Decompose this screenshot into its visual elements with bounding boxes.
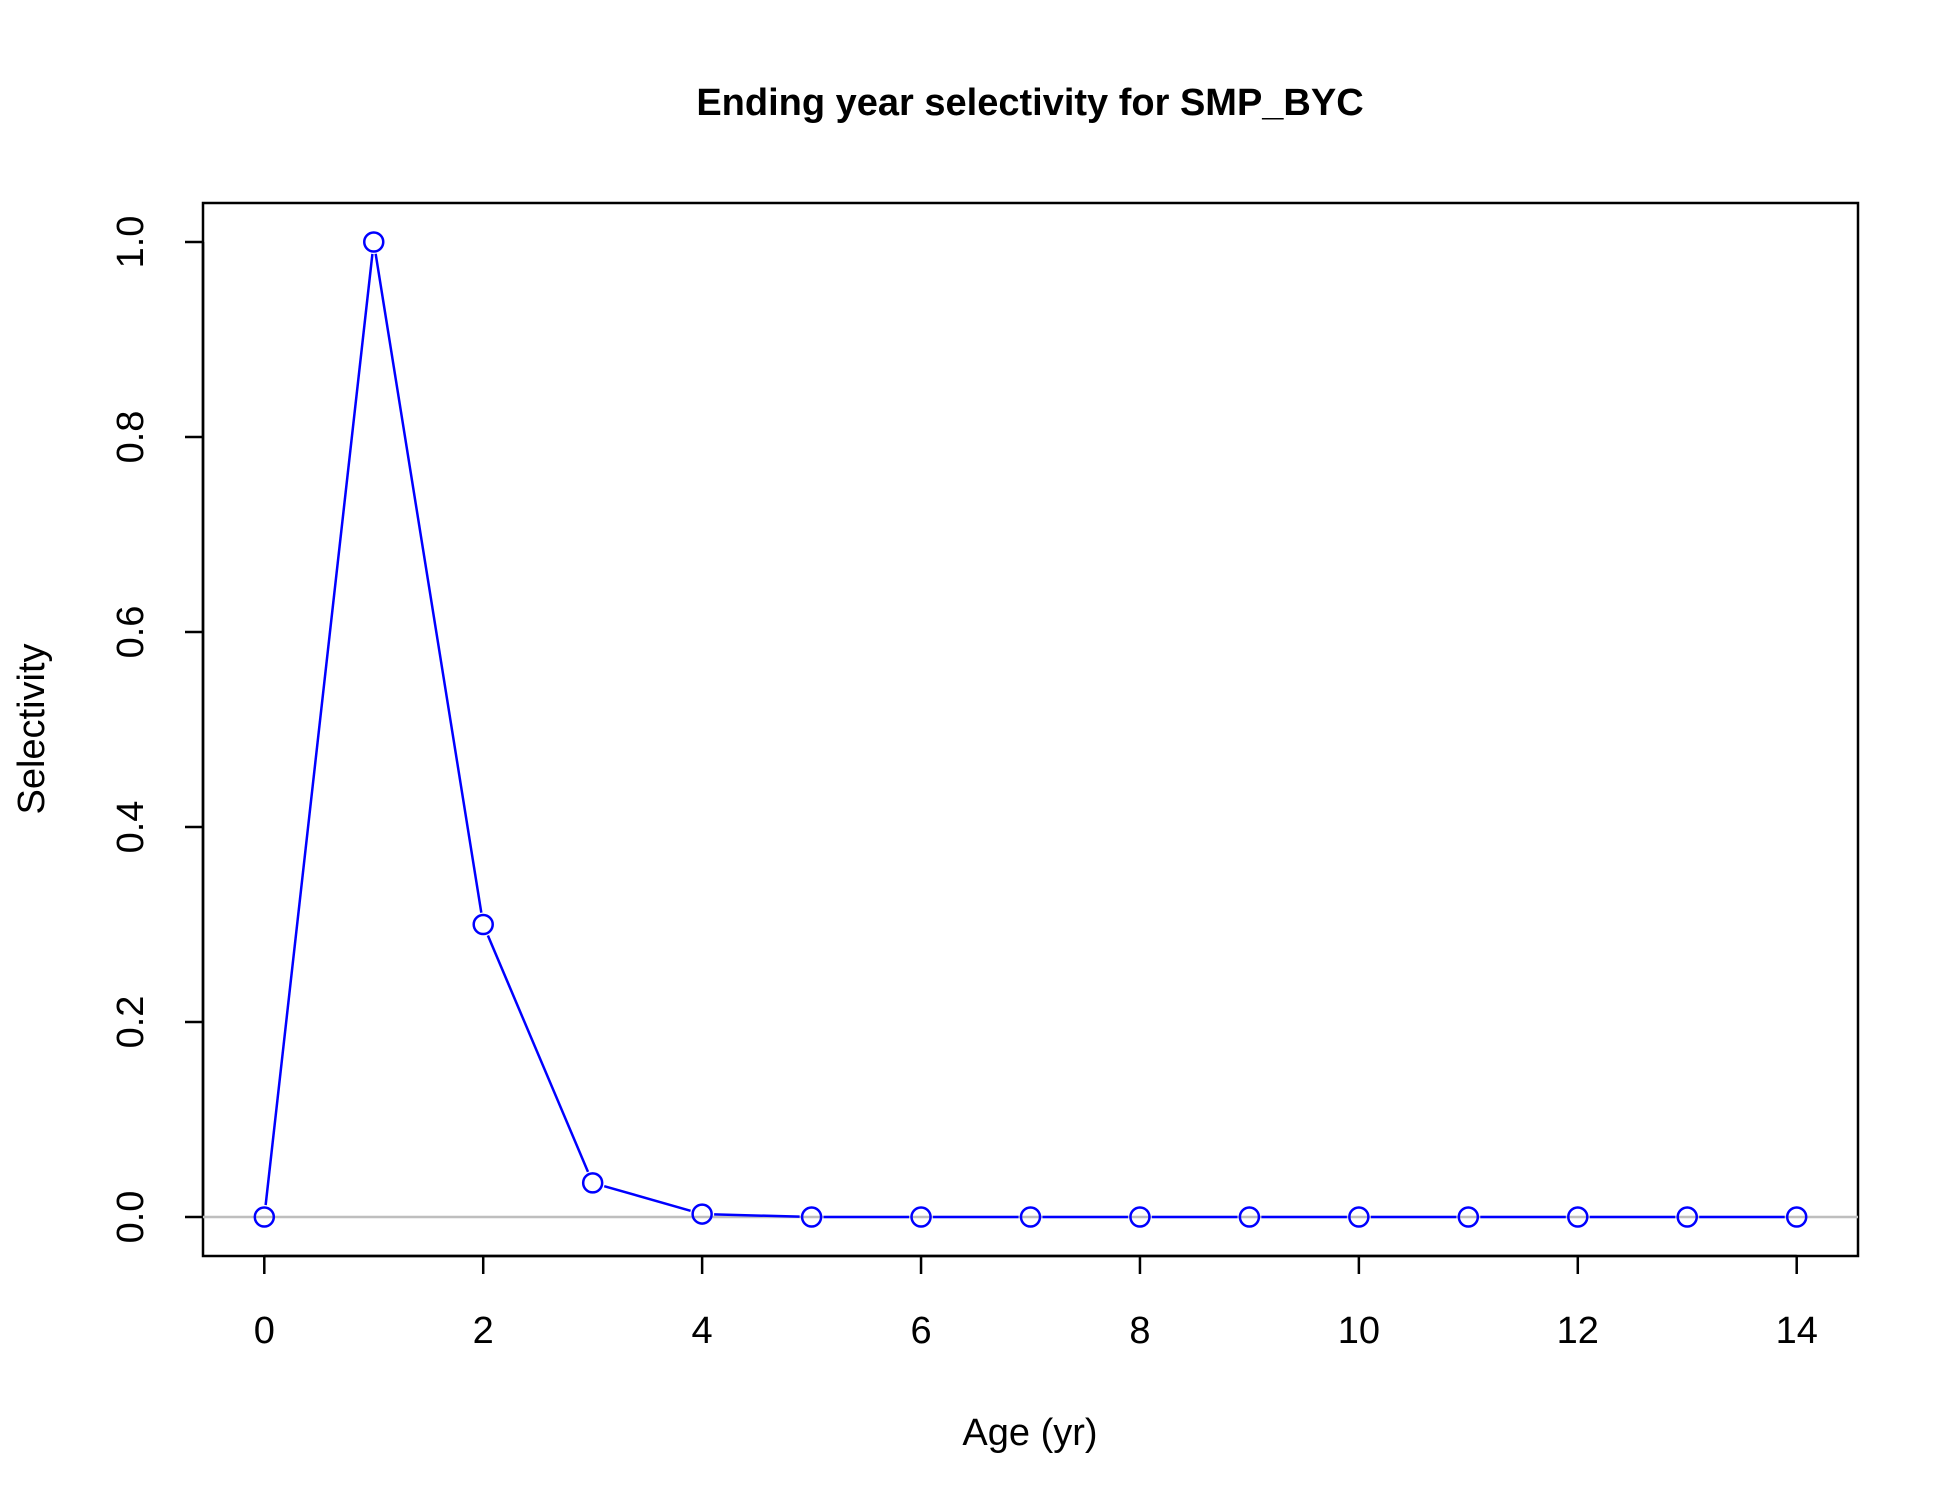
data-point: [1567, 1206, 1589, 1228]
x-tick-label: 0: [254, 1310, 275, 1352]
data-point: [1457, 1206, 1480, 1228]
x-tick-label: 2: [473, 1310, 494, 1352]
data-point: [253, 1206, 276, 1228]
data-point: [1019, 1206, 1042, 1228]
x-tick-label: 10: [1338, 1310, 1380, 1352]
y-tick-label: 1.0: [110, 216, 152, 269]
y-tick-label: 0.8: [110, 411, 152, 464]
x-tick-label: 14: [1776, 1310, 1818, 1352]
data-point: [1238, 1206, 1261, 1228]
x-tick-label: 6: [910, 1310, 931, 1352]
data-point: [691, 1203, 713, 1225]
series-line-segment: [264, 253, 374, 1206]
data-point: [472, 913, 494, 936]
series-line-segment: [486, 935, 590, 1173]
data-point: [363, 231, 385, 253]
data-point: [910, 1206, 932, 1228]
data-point: [581, 1172, 604, 1194]
data-point: [800, 1206, 823, 1228]
x-tick-label: 12: [1557, 1310, 1599, 1352]
chart-title: Ending year selectivity for SMP_BYC: [696, 82, 1363, 124]
y-tick-label: 0.2: [110, 996, 152, 1049]
series-selectivity: [253, 231, 1808, 1228]
series-line-segment: [714, 1213, 800, 1218]
data-point: [1676, 1206, 1698, 1228]
x-axis: 0 2 4 6 8 10 12 14: [254, 1254, 1818, 1352]
x-axis-label: Age (yr): [962, 1412, 1097, 1454]
data-point: [1785, 1206, 1808, 1228]
x-tick-label: 4: [692, 1310, 713, 1352]
series-line-segment: [603, 1184, 691, 1212]
y-axis-label: Selectivity: [11, 643, 53, 814]
y-tick-label: 0.0: [110, 1191, 152, 1244]
y-tick-label: 0.6: [110, 606, 152, 659]
y-axis: 0.0 0.2 0.4 0.6 0.8 1.0: [110, 216, 205, 1244]
series-line-segment: [374, 253, 483, 913]
data-point: [1129, 1206, 1151, 1228]
data-point: [1348, 1206, 1370, 1228]
x-tick-label: 8: [1129, 1310, 1150, 1352]
y-tick-label: 0.4: [110, 801, 152, 854]
